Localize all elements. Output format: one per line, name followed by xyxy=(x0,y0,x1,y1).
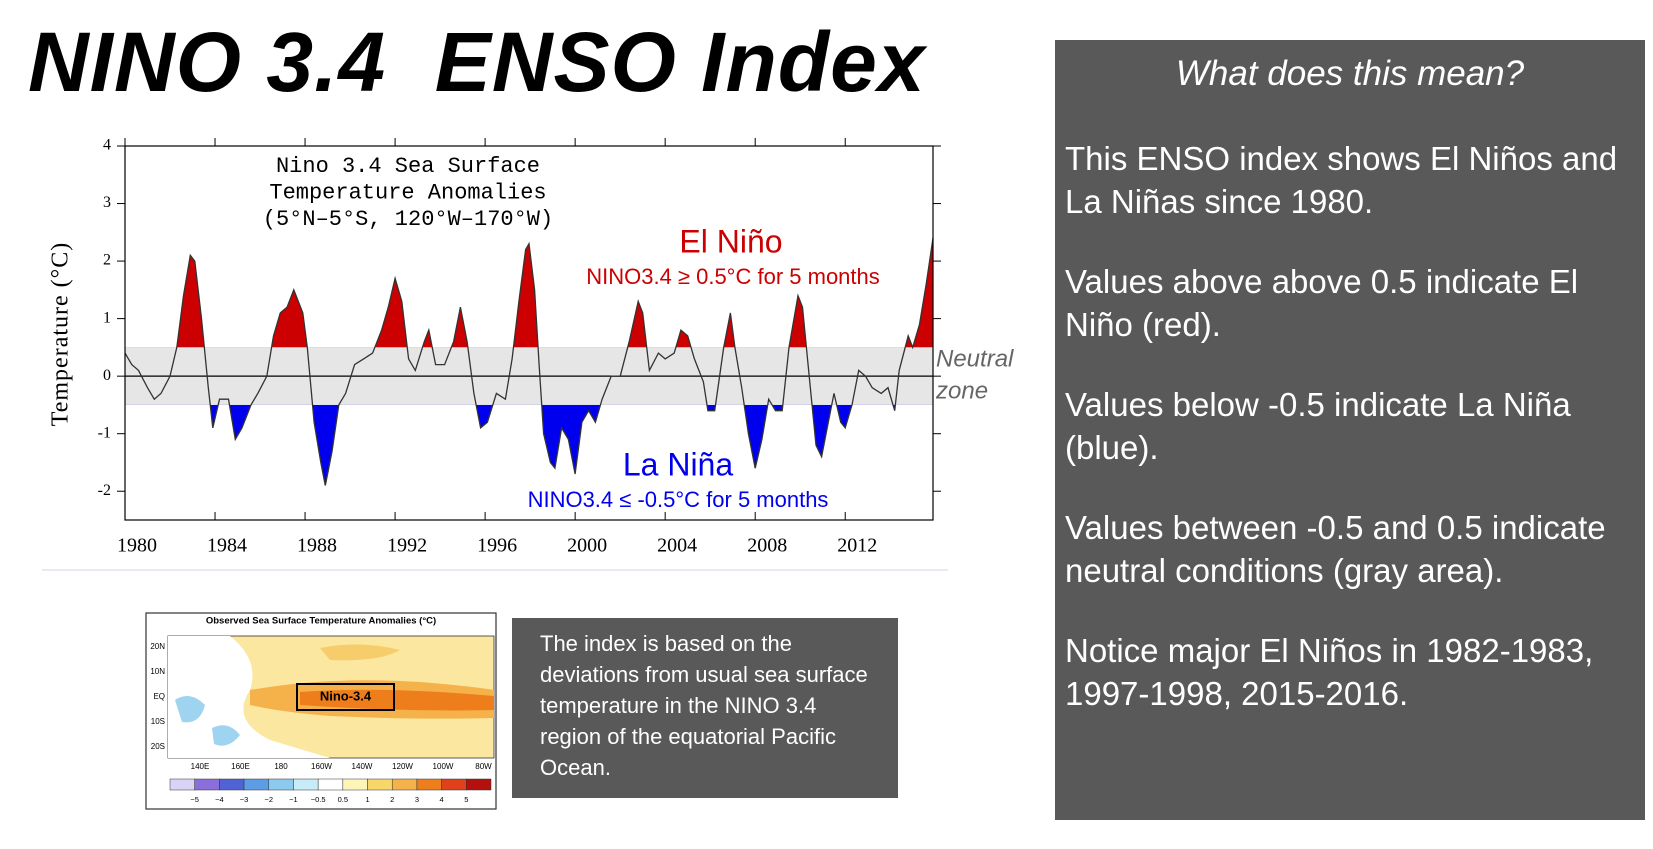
y-tick-label: 0 xyxy=(103,367,111,384)
nino34-box xyxy=(296,683,395,711)
x-tick-label: 1980 xyxy=(117,535,157,557)
sst-map: Observed Sea Surface Temperature Anomali… xyxy=(145,612,497,810)
lon-label: 120W xyxy=(392,762,413,771)
y-axis-label: Temperature (°C) xyxy=(48,242,74,427)
x-tick-label: 2012 xyxy=(837,535,877,557)
x-tick-label: 1992 xyxy=(387,535,427,557)
el-nino-label: El Niño xyxy=(679,223,782,259)
colorbar-swatch xyxy=(194,778,220,791)
explanation-paragraph: Values between -0.5 and 0.5 indicate neu… xyxy=(1065,509,1615,589)
lat-label: 20N xyxy=(150,642,165,651)
lat-label: 10N xyxy=(150,667,165,676)
y-tick-label: 4 xyxy=(103,137,111,154)
colorbar-label: 4 xyxy=(440,795,444,804)
chart-title: Nino 3.4 Sea Surface xyxy=(276,154,540,179)
lon-label: 100W xyxy=(433,762,454,771)
lon-label: 160W xyxy=(311,762,332,771)
nino34-label: Nino-3.4 xyxy=(320,688,372,703)
chart-title: Temperature Anomalies xyxy=(269,180,546,205)
colorbar-swatch xyxy=(268,778,294,791)
la-nina-label: La Niña xyxy=(623,446,734,482)
colorbar-swatch xyxy=(243,778,270,791)
y-tick-label: 3 xyxy=(103,194,111,211)
map-warm-patch xyxy=(320,644,400,661)
colorbar-label: −2 xyxy=(264,795,273,804)
colorbar-label: −3 xyxy=(240,795,249,804)
x-tick-label: 2004 xyxy=(657,535,697,557)
neutral-label: Neutral xyxy=(936,345,1014,372)
lon-label: 140W xyxy=(352,762,373,771)
colorbar-label: −4 xyxy=(215,795,224,804)
slide-title: NINO 3.4 ENSO Index xyxy=(28,15,926,109)
map-title: Observed Sea Surface Temperature Anomali… xyxy=(206,616,436,627)
colorbar-swatch xyxy=(441,778,467,791)
colorbar-swatch xyxy=(367,778,393,791)
lon-label: 80W xyxy=(475,762,492,771)
colorbar-swatch xyxy=(466,778,492,791)
y-tick-label: 1 xyxy=(103,309,111,326)
map-cool-patch xyxy=(175,696,205,723)
map-cool-region xyxy=(168,636,330,758)
explanation-panel: What does this mean? This ENSO index sho… xyxy=(1055,40,1645,820)
colorbar-swatch xyxy=(293,778,319,791)
index-line xyxy=(124,238,934,486)
colorbar-label: 0.5 xyxy=(338,795,348,804)
x-tick-label: 1984 xyxy=(207,535,247,557)
y-tick-label: -2 xyxy=(98,482,111,499)
colorbar-swatch xyxy=(342,778,368,791)
lon-label: 160E xyxy=(231,762,250,771)
enso-chart: -2 -1 0 1 2 3 4 1980 1984 1988 1992 1996 2000 2004 200… xyxy=(48,137,1015,557)
index-note: The index is based on the deviations fro… xyxy=(512,618,898,798)
explanation-paragraph: Values below -0.5 indicate La Niña (blue… xyxy=(1065,386,1580,466)
map-warm-core xyxy=(300,689,494,711)
neutral-label: zone xyxy=(935,377,988,404)
colorbar-label: −0.5 xyxy=(311,795,326,804)
colorbar-swatch xyxy=(219,778,245,791)
lon-label: 180 xyxy=(274,762,288,771)
colorbar-label: 2 xyxy=(390,795,394,804)
la-nina-rule: NINO3.4 ≤ -0.5°C for 5 months xyxy=(528,487,829,512)
y-tick-label: 2 xyxy=(103,252,111,269)
explanation-paragraph: Notice major El Niños in 1982-1983, 1997… xyxy=(1065,632,1603,712)
explanation-paragraph: This ENSO index shows El Niños and La Ni… xyxy=(1065,140,1636,220)
colorbar-swatch xyxy=(169,778,195,791)
map-cool-patch xyxy=(212,725,240,746)
colorbar-label: 3 xyxy=(415,795,419,804)
x-tick-label: 2000 xyxy=(567,535,607,557)
y-tick-label: -1 xyxy=(98,424,111,441)
x-tick-label: 1988 xyxy=(297,535,337,557)
colorbar-swatch xyxy=(317,778,344,791)
colorbar-label: 1 xyxy=(365,795,369,804)
lon-label: 140E xyxy=(191,762,210,771)
lat-label: EQ xyxy=(153,692,165,701)
el-nino-rule: NINO3.4 ≥ 0.5°C for 5 months xyxy=(586,264,880,289)
la-nina-fill xyxy=(210,404,896,486)
lat-label: 20S xyxy=(151,742,165,751)
colorbar-swatch xyxy=(416,778,442,791)
plot-frame xyxy=(124,145,934,521)
colorbar-label: −1 xyxy=(289,795,298,804)
colorbar-label: −5 xyxy=(190,795,199,804)
colorbar-label: 5 xyxy=(464,795,468,804)
explanation-paragraph: Values above above 0.5 indicate El Niño … xyxy=(1065,263,1588,343)
explanation-heading: What does this mean? xyxy=(1175,54,1525,93)
colorbar-swatch xyxy=(391,778,418,791)
lat-label: 10S xyxy=(151,717,165,726)
x-tick-label: 2008 xyxy=(747,535,787,557)
chart-title: (5°N–5°S, 120°W–170°W) xyxy=(263,207,553,232)
x-tick-label: 1996 xyxy=(477,535,517,557)
